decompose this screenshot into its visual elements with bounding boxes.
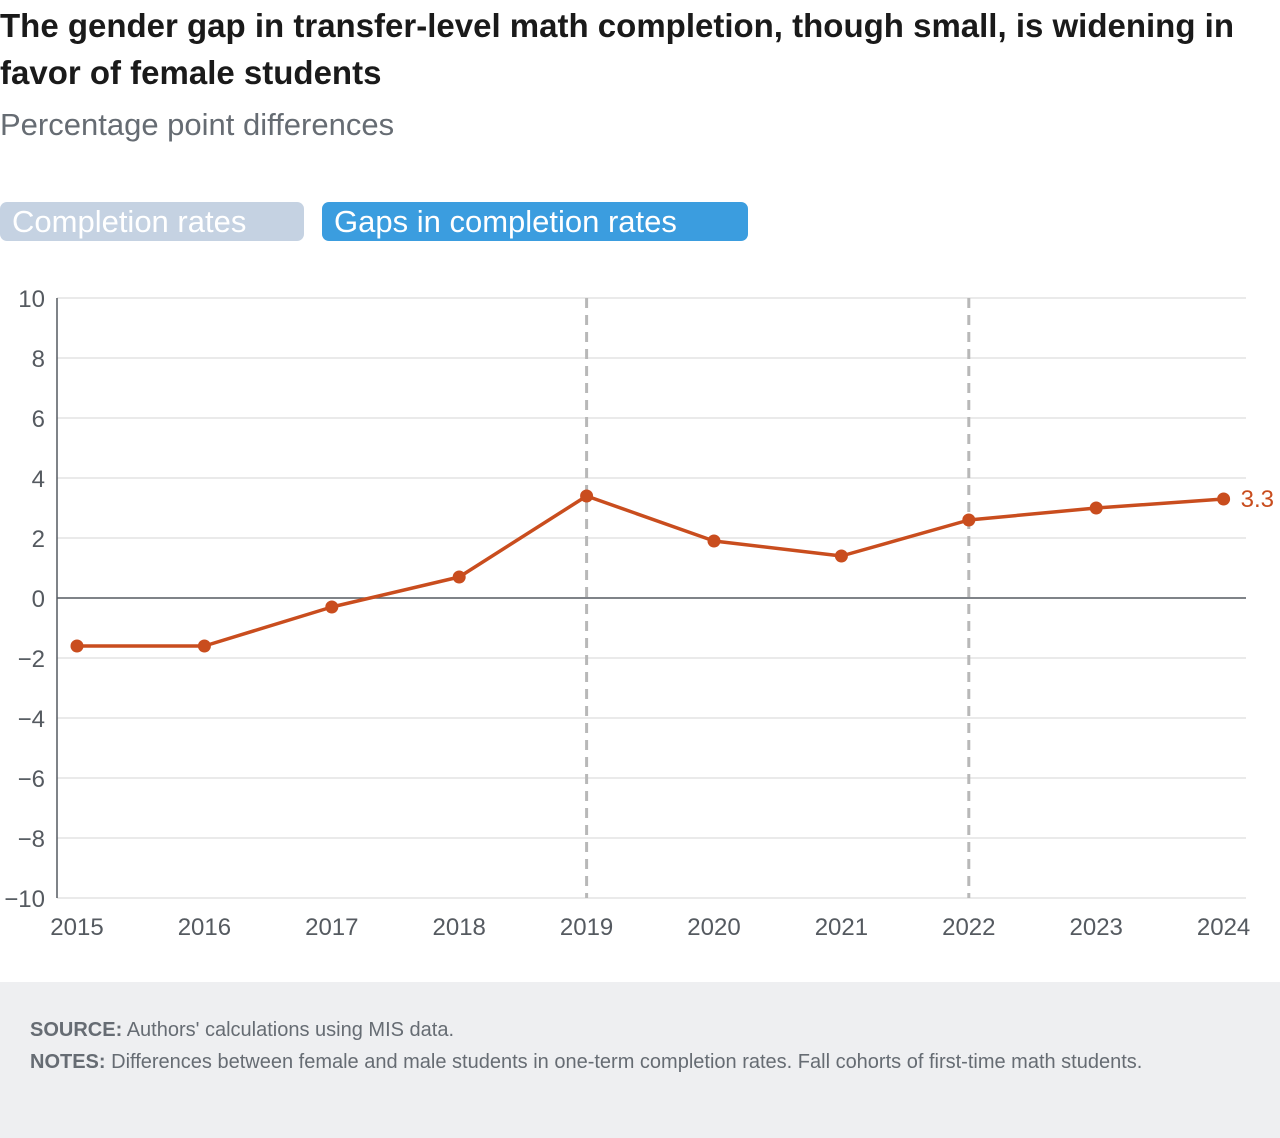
x-tick-label: 2018 — [433, 914, 486, 941]
data-point — [1217, 492, 1231, 506]
axes — [56, 298, 1246, 898]
source-line: SOURCE: Authors' calculations using MIS … — [30, 1014, 1250, 1046]
data-point — [1089, 501, 1103, 515]
data-point — [707, 534, 721, 548]
y-axis-ticks: 10 8 6 4 2 0 −2 −4 −6 −8 −10 — [4, 286, 45, 913]
x-tick-label: 2019 — [560, 914, 613, 941]
source-key: SOURCE: — [30, 1019, 123, 1041]
y-tick-label: 0 — [32, 586, 45, 613]
data-point — [834, 549, 848, 563]
y-tick-label: −8 — [18, 826, 45, 853]
notes-text: Differences between female and male stud… — [105, 1051, 1143, 1073]
y-tick-label: −6 — [18, 766, 45, 793]
data-point — [962, 513, 976, 527]
y-tick-label: −2 — [18, 646, 45, 673]
source-text: Authors' calculations using MIS data. — [122, 1019, 455, 1041]
y-tick-label: −10 — [4, 886, 45, 913]
x-tick-label: 2024 — [1197, 914, 1250, 941]
data-point — [197, 639, 211, 653]
data-point — [70, 639, 84, 653]
data-point — [580, 489, 594, 503]
series-line — [77, 494, 1224, 648]
x-tick-label: 2017 — [305, 914, 358, 941]
x-tick-label: 2015 — [50, 914, 103, 941]
chart-title: The gender gap in transfer-level math co… — [0, 7, 1234, 91]
y-tick-label: 4 — [32, 466, 45, 493]
tab-gaps-in-completion-rates[interactable]: Gaps in completion rates — [322, 202, 748, 241]
tab-completion-rates[interactable]: Completion rates — [0, 202, 304, 241]
end-value-label: 3.3 — [1241, 486, 1274, 513]
x-tick-label: 2020 — [687, 914, 740, 941]
y-tick-label: 10 — [18, 286, 45, 313]
data-point — [452, 570, 466, 584]
x-tick-label: 2021 — [815, 914, 868, 941]
data-point — [325, 600, 339, 614]
y-tick-label: 8 — [32, 346, 45, 373]
footer: SOURCE: Authors' calculations using MIS … — [0, 982, 1280, 1138]
x-tick-label: 2023 — [1070, 914, 1123, 941]
y-tick-label: 6 — [32, 406, 45, 433]
x-tick-label: 2022 — [942, 914, 995, 941]
y-tick-label: 2 — [32, 526, 45, 553]
notes-line: NOTES: Differences between female and ma… — [30, 1046, 1250, 1078]
series-gap — [70, 489, 1231, 653]
x-tick-label: 2016 — [178, 914, 231, 941]
y-tick-label: −4 — [18, 706, 45, 733]
chart-subtitle: Percentage point differences — [0, 107, 395, 142]
gridlines — [57, 297, 1246, 899]
reference-lines — [585, 298, 971, 898]
x-axis-ticks: 2015 2016 2017 2018 2019 2020 2021 2022 2023 2024 — [50, 914, 1250, 941]
notes-key: NOTES: — [30, 1051, 106, 1073]
